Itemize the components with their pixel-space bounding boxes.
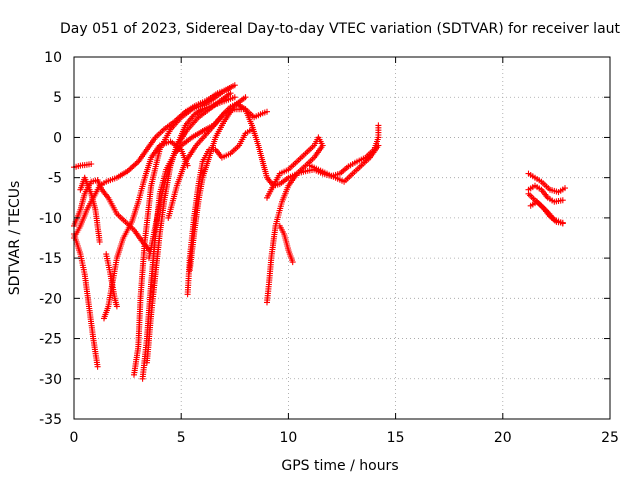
x-tick-label: 0 (70, 430, 79, 446)
data-point (242, 94, 249, 101)
data-point (375, 142, 382, 149)
data-point (562, 185, 568, 192)
y-tick-label: -35 (39, 412, 62, 428)
data-point (113, 303, 120, 310)
data-point (88, 161, 95, 167)
data-track (525, 182, 566, 205)
chart-title: Day 051 of 2023, Sidereal Day-to-day VTE… (60, 21, 621, 37)
data-track (186, 94, 249, 274)
data-point (249, 126, 255, 133)
data-track (184, 126, 255, 298)
data-point (231, 82, 238, 89)
data-track (276, 222, 296, 266)
data-track (71, 231, 101, 370)
track-line (528, 172, 566, 193)
plot-frame (73, 56, 611, 420)
data-track (306, 142, 382, 185)
y-tick-label: -20 (39, 291, 62, 307)
axis-ticks: 0 5 10 15 20 25 10 5 0 -5 -10 -15 -20 -25 -30 -35 (39, 50, 619, 446)
grid (74, 57, 610, 419)
data-track (264, 134, 326, 306)
data-point (227, 90, 234, 97)
y-tick-label: -15 (39, 251, 62, 267)
x-tick-label: 20 (494, 430, 512, 446)
data-point (559, 219, 566, 226)
y-tick-label: 10 (44, 50, 62, 66)
data-track (525, 170, 568, 196)
y-tick-label: 5 (53, 90, 62, 106)
data-track (131, 82, 238, 378)
data-track (527, 198, 566, 226)
y-tick-label: 0 (53, 130, 62, 146)
x-tick-label: 10 (279, 430, 297, 446)
data-point (375, 122, 382, 129)
y-tick-label: -25 (39, 332, 62, 348)
data-point (289, 259, 296, 266)
y-tick-label: -30 (39, 372, 62, 388)
data-point (559, 197, 566, 204)
data-track (71, 161, 95, 171)
data-point (94, 363, 101, 370)
y-tick-label: -5 (48, 171, 62, 187)
x-tick-label: 25 (601, 430, 619, 446)
y-tick-label: -10 (39, 211, 62, 227)
data-series (71, 82, 568, 382)
y-axis-label: SDTVAR / TECUs (7, 181, 23, 296)
data-point (264, 108, 270, 115)
data-point (96, 239, 103, 245)
x-axis-label: GPS time / hours (281, 458, 398, 474)
data-point (231, 94, 238, 101)
data-track (103, 251, 120, 310)
data-track (77, 174, 103, 245)
data-point (264, 299, 270, 306)
x-tick-label: 15 (387, 430, 405, 446)
data-track (146, 90, 234, 262)
x-tick-label: 5 (177, 430, 186, 446)
